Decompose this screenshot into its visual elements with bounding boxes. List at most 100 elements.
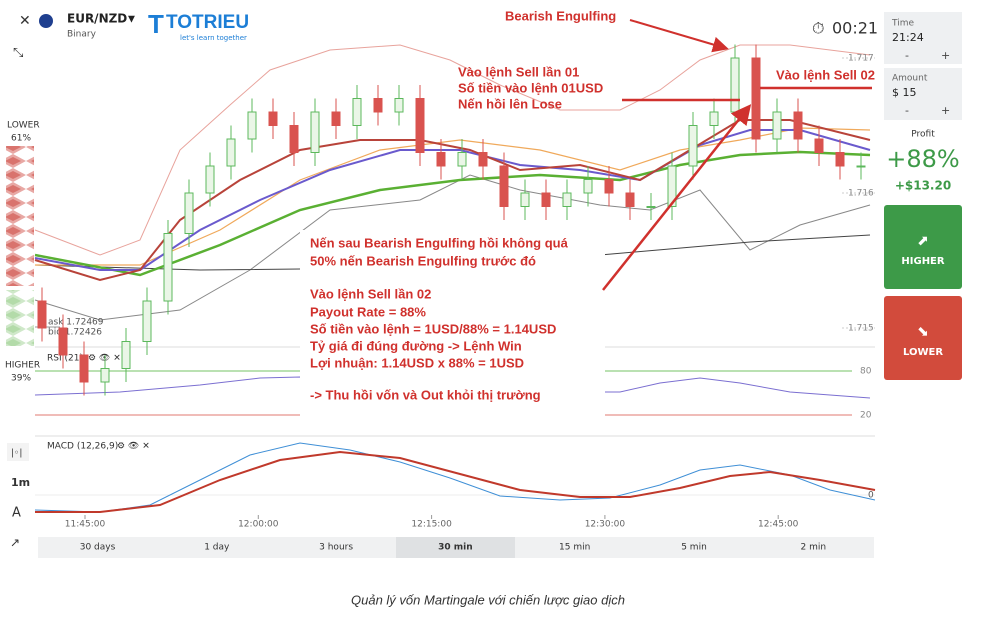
higher-button[interactable]: [884, 205, 962, 289]
bollinger-lower: [34, 174, 871, 321]
candle-body: [856, 165, 866, 168]
interval-button[interactable]: 1m: [11, 476, 30, 489]
time-label: Time: [891, 19, 914, 29]
trade-panel: Time 21:24 - + Amount $ 15 - + Profit +8…: [884, 12, 962, 380]
candle-body: [142, 300, 152, 342]
candle-body: [373, 98, 383, 113]
candle-body: [247, 111, 257, 140]
candle-body: [163, 233, 173, 302]
amount-decrement[interactable]: -: [905, 104, 909, 117]
candle-body: [394, 98, 404, 113]
rsi-level-label: 20: [860, 411, 872, 421]
red-ma: [34, 119, 871, 282]
flag-icon: [39, 14, 53, 28]
amount-label: Amount: [892, 74, 928, 84]
annotations: Bearish Engulfing Vào lệnh Sell lần 01 S…: [300, 8, 875, 430]
explanation-line: -> Thu hồi vốn và Out khỏi thị trường: [310, 387, 541, 402]
higher-sentiment-bar: [6, 290, 34, 346]
candles: 1.717 1.716 1.715: [37, 44, 875, 396]
higher-label: HIGHER: [901, 256, 944, 267]
tool-button[interactable]: [7, 443, 29, 461]
rsi-icons[interactable]: ⚙ 👁 ✕: [88, 354, 121, 364]
time-value: 21:24: [892, 31, 924, 44]
lower-sentiment-bar: [6, 146, 34, 286]
timeframe-option[interactable]: 15 min: [559, 543, 590, 553]
timer-icon: ⏱: [812, 19, 824, 38]
candle-body: [646, 206, 656, 208]
sell-01-note: Vào lệnh Sell lần 01: [458, 64, 579, 79]
explanation-line: Số tiền vào lệnh = 1USD/88% = 1.14USD: [310, 321, 556, 336]
timeframe-option[interactable]: 5 min: [681, 543, 707, 553]
candle-body: [751, 57, 761, 140]
time-label: 12:00:00: [238, 520, 279, 530]
candle-body: [625, 192, 635, 207]
amount-box[interactable]: [884, 68, 962, 120]
time-box[interactable]: [884, 12, 962, 64]
candle-body: [688, 125, 698, 167]
candle-body: [814, 138, 824, 153]
dropdown-icon[interactable]: ▼: [128, 15, 135, 25]
bearish-engulfing-note: Bearish Engulfing: [505, 8, 616, 23]
draw-tool[interactable]: A: [12, 506, 21, 521]
candle-body: [730, 57, 740, 113]
amount-value: $ 15: [892, 86, 917, 99]
macd-icons[interactable]: ⚙ 👁 ✕: [117, 442, 150, 452]
candle-body: [58, 327, 68, 356]
header: ✕ ⤡ EUR/NZD ▼ Binary T TOTRIEU let's lea…: [13, 9, 878, 61]
blue-ma: [34, 129, 871, 271]
candle-body: [184, 192, 194, 234]
time-label: 11:45:00: [65, 520, 106, 530]
tool-icon: |◦|: [11, 449, 22, 459]
explanation-line: Tỷ giá đi đúng đường -> Lệnh Win: [310, 338, 522, 353]
sell-02-note: Vào lệnh Sell 02: [776, 67, 875, 82]
candle-body: [541, 192, 551, 207]
candle-body: [604, 179, 614, 194]
candle-body: [562, 192, 572, 207]
candle-body: [835, 152, 845, 167]
macd-label: MACD (12,26,9): [47, 442, 118, 452]
macd-panel: MACD (12,26,9) ⚙ 👁 ✕ 0: [34, 435, 876, 513]
profit-amount: +$13.20: [895, 179, 951, 193]
lower-sentiment-percent: 61%: [11, 134, 31, 144]
asset-pair[interactable]: EUR/NZD: [67, 12, 127, 26]
time-decrement[interactable]: -: [905, 49, 909, 62]
rsi-level-label: 80: [860, 367, 872, 377]
indicator-tool[interactable]: ↗: [10, 536, 20, 550]
timeframe-option[interactable]: 1 day: [204, 543, 230, 553]
profit-label: Profit: [911, 130, 935, 140]
time-axis: 11:45:00 12:00:00 12:15:00 12:30:00 12:45:00: [65, 515, 799, 530]
close-icon[interactable]: ✕: [19, 13, 31, 29]
candle-body: [289, 125, 299, 153]
price-tick-label: 1.717: [848, 54, 874, 64]
timeframe-option[interactable]: 3 hours: [319, 543, 353, 553]
collapse-icon[interactable]: ⤡: [13, 46, 24, 61]
higher-sentiment-percent: 39%: [11, 374, 31, 384]
timeframe-option[interactable]: 30 min: [438, 543, 473, 553]
logo-tagline: let's learn together: [180, 34, 247, 42]
candle-body: [583, 179, 593, 194]
candle-body: [100, 368, 110, 383]
profit-percent: +88%: [886, 145, 959, 173]
candle-body: [121, 341, 131, 369]
candle-body: [478, 152, 488, 167]
lower-icon: ⬊: [917, 324, 929, 340]
price-tick-label: 1.716: [848, 189, 874, 199]
explanation-line: Payout Rate = 88%: [310, 304, 426, 319]
timeframe-option[interactable]: 30 days: [80, 543, 116, 553]
candle-body: [772, 111, 782, 140]
amount-increment[interactable]: +: [941, 104, 950, 117]
orange-ma: [35, 127, 871, 266]
time-label: 12:15:00: [411, 520, 452, 530]
lower-button[interactable]: [884, 296, 962, 380]
timeframe-option[interactable]: 2 min: [801, 543, 827, 553]
logo: TOTRIEU: [166, 12, 249, 33]
candle-body: [667, 165, 677, 207]
ask-price: ask 1.72469: [48, 318, 104, 328]
time-increment[interactable]: +: [941, 49, 950, 62]
explanation-line: Vào lệnh Sell lần 02: [310, 286, 431, 301]
bid-price: bid 1.72426: [48, 328, 102, 338]
sell-01-note: Nến hồi lên Lose: [458, 96, 562, 111]
explanation-line: Nến sau Bearish Engulfing hồi không quá: [310, 235, 569, 250]
